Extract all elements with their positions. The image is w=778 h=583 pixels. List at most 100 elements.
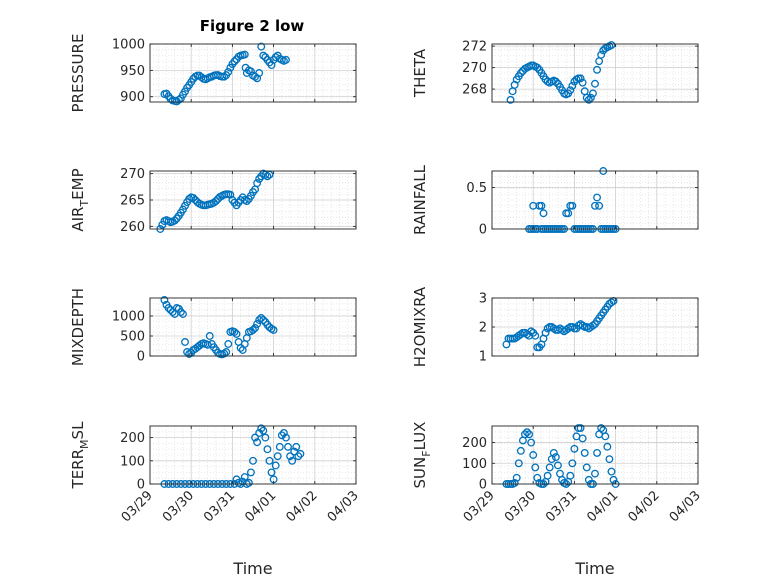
y-tick-label: 1 bbox=[479, 350, 487, 365]
data-point bbox=[246, 468, 255, 477]
data-point bbox=[595, 201, 604, 210]
y-tick-label: 272 bbox=[462, 40, 487, 55]
data-point bbox=[516, 69, 525, 77]
y-tick-label: 3 bbox=[479, 292, 487, 307]
data-point bbox=[296, 449, 305, 458]
subplot-1: 900 950 1000 PRESSURE bbox=[69, 34, 357, 113]
data-point bbox=[292, 442, 301, 451]
y-tick-label: 900 bbox=[120, 90, 145, 105]
data-point bbox=[580, 448, 589, 457]
data-point bbox=[576, 424, 585, 433]
data-point bbox=[236, 344, 245, 352]
y-tick-label: 100 bbox=[120, 454, 145, 469]
data-point bbox=[591, 79, 599, 88]
data-point bbox=[568, 459, 577, 468]
y-tick-label: 2 bbox=[479, 321, 487, 336]
data-point bbox=[164, 304, 173, 312]
data-point bbox=[523, 428, 531, 437]
data-point bbox=[282, 433, 290, 442]
data-point bbox=[189, 193, 198, 202]
data-point bbox=[179, 310, 187, 318]
y-tick-label: 270 bbox=[120, 167, 145, 182]
axes-box bbox=[149, 425, 357, 485]
data-point bbox=[286, 452, 295, 461]
data-point bbox=[584, 95, 593, 104]
data-point bbox=[259, 51, 268, 60]
y-tick-label: 500 bbox=[120, 330, 145, 345]
data-point bbox=[607, 467, 616, 476]
y-axis-label: THETA bbox=[411, 48, 429, 98]
x-axis-label: Time bbox=[232, 559, 272, 578]
y-tick-label: 0 bbox=[479, 478, 487, 493]
y-tick-label: 268 bbox=[462, 83, 487, 98]
y-tick-label: 200 bbox=[120, 431, 145, 446]
data-point bbox=[232, 330, 241, 338]
data-point bbox=[551, 453, 560, 462]
data-point bbox=[211, 197, 220, 206]
data-point bbox=[512, 473, 521, 482]
data-point bbox=[230, 57, 239, 66]
data-point bbox=[230, 328, 239, 336]
y-tick-label: 265 bbox=[120, 194, 145, 209]
x-axis-label: Time bbox=[574, 559, 614, 578]
data-point bbox=[170, 216, 179, 225]
data-point bbox=[533, 473, 542, 482]
data-point bbox=[593, 448, 602, 457]
data-point bbox=[249, 456, 257, 465]
y-tick-label: 1000 bbox=[112, 310, 145, 325]
data-point bbox=[521, 430, 529, 439]
data-point bbox=[531, 331, 540, 340]
data-point bbox=[506, 95, 515, 104]
data-point bbox=[176, 308, 185, 316]
data-point bbox=[181, 338, 189, 346]
data-point bbox=[275, 442, 284, 451]
data-point bbox=[220, 72, 229, 81]
y-axis-label: MIXDEPTH bbox=[69, 288, 87, 366]
y-tick-label: 1000 bbox=[112, 38, 145, 53]
data-point bbox=[549, 448, 558, 457]
data-point bbox=[601, 432, 610, 441]
axes-box bbox=[491, 43, 699, 103]
data-point bbox=[240, 50, 249, 59]
data-point bbox=[603, 442, 612, 451]
subplot-5: 0 500 1000 MIXDEPTH bbox=[69, 288, 357, 366]
data-point bbox=[570, 444, 579, 453]
data-point bbox=[591, 201, 599, 210]
data-point bbox=[543, 471, 552, 480]
data-point bbox=[251, 433, 260, 442]
data-point bbox=[588, 321, 597, 330]
data-point bbox=[224, 340, 233, 348]
data-point bbox=[253, 438, 262, 447]
data-point bbox=[249, 326, 257, 334]
data-point bbox=[277, 431, 286, 440]
data-point bbox=[609, 475, 618, 484]
data-point bbox=[545, 463, 554, 472]
y-axis-label: PRESSURE bbox=[69, 34, 87, 113]
data-point bbox=[168, 308, 177, 316]
data-point bbox=[578, 78, 587, 87]
y-axis-label: H2OMIXRA bbox=[411, 286, 429, 367]
y-axis-label: RAINFALL bbox=[411, 164, 429, 235]
data-point bbox=[529, 451, 538, 459]
data-point bbox=[584, 475, 593, 484]
data-point bbox=[566, 86, 575, 95]
data-point bbox=[242, 197, 251, 206]
data-point bbox=[605, 455, 614, 464]
data-point bbox=[525, 430, 534, 439]
axes-box bbox=[491, 170, 699, 230]
data-point bbox=[263, 320, 272, 329]
data-point bbox=[222, 348, 231, 356]
data-point bbox=[294, 452, 303, 461]
data-point bbox=[531, 463, 540, 472]
y-tick-label: 270 bbox=[462, 61, 487, 76]
y-tick-label: 0 bbox=[137, 478, 145, 493]
data-point bbox=[568, 81, 577, 90]
data-point bbox=[597, 50, 606, 59]
data-point bbox=[288, 456, 297, 465]
data-point bbox=[253, 320, 262, 328]
data-point bbox=[514, 459, 523, 468]
data-point bbox=[533, 63, 542, 72]
data-point bbox=[593, 65, 602, 74]
data-point bbox=[582, 463, 591, 472]
data-point bbox=[259, 316, 268, 324]
